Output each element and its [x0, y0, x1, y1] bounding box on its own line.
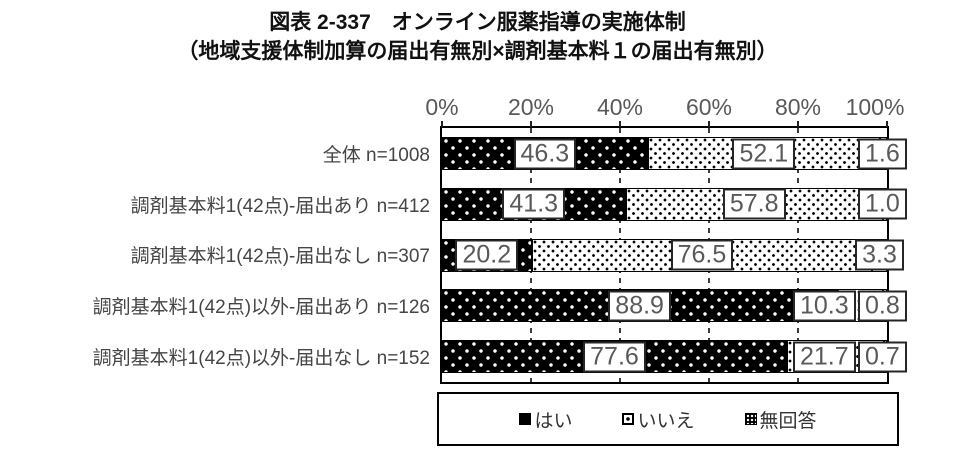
bar-row: 46.3 52.1 1.6: [442, 128, 907, 179]
value-label: 0.8: [858, 290, 907, 322]
legend-key-icon: [622, 413, 635, 425]
legend-item-いいえ: いいえ: [622, 406, 695, 433]
stacked-bar: 77.6 21.7 0.7: [442, 340, 907, 374]
value-label: 46.3: [513, 138, 577, 169]
value-label: 10.3: [793, 290, 856, 322]
bar-row: 77.6 21.7 0.7: [442, 331, 907, 382]
stacked-bar: 46.3 52.1 1.6: [442, 137, 907, 170]
x-tick-label: 80%: [774, 94, 822, 120]
category-label: 調剤基本料1(42点)-届出あり n=412: [130, 195, 430, 217]
bar-row: 41.3 57.8 1.0: [442, 179, 907, 230]
plot-area: 46.3 52.1 1.6 41.3 57.8 1.0 20.2 76.5 3.3 88.9 10.…: [440, 126, 907, 384]
value-label: 20.2: [455, 239, 519, 271]
legend-label: はい: [534, 410, 573, 432]
legend: はい いいえ 無回答: [437, 392, 899, 446]
value-label: 41.3: [502, 188, 566, 220]
value-label: 57.8: [722, 188, 786, 220]
stacked-bar: 41.3 57.8 1.0: [442, 187, 907, 221]
chart-title: 図表 2-337 オンライン服薬指導の実施体制 （地域支援体制加算の届出有無別×…: [0, 8, 955, 66]
chart-title-line1: 図表 2-337 オンライン服薬指導の実施体制: [269, 11, 686, 34]
chart-title-line2: （地域支援体制加算の届出有無別×調剤基本料１の届出有無別）: [177, 40, 778, 63]
category-label: 調剤基本料1(42点)以外-届出あり n=126: [92, 297, 430, 319]
x-tick-label: 20%: [507, 94, 555, 120]
x-tick-label: 60%: [685, 94, 733, 120]
value-label: 0.7: [858, 341, 907, 373]
category-label: 調剤基本料1(42点)-届出なし n=307: [130, 246, 430, 268]
x-tick-label: 40%: [596, 94, 644, 120]
x-tick-mark: [886, 121, 888, 127]
value-label: 3.3: [855, 239, 904, 271]
value-label: 1.0: [858, 188, 907, 220]
value-label: 76.5: [670, 239, 734, 271]
legend-item-無回答: 無回答: [744, 406, 817, 433]
legend-item-はい: はい: [519, 406, 572, 433]
x-tick-mark: [797, 121, 799, 127]
legend-label: いいえ: [637, 410, 695, 432]
value-label: 77.6: [583, 341, 646, 373]
value-label: 21.7: [793, 341, 856, 373]
x-tick-label: 100%: [845, 94, 905, 120]
legend-label: 無回答: [759, 410, 817, 432]
value-label: 88.9: [608, 290, 671, 322]
x-tick-mark: [619, 121, 621, 127]
category-label: 調剤基本料1(42点)以外-届出なし n=152: [92, 348, 430, 370]
value-label: 52.1: [732, 138, 796, 169]
value-label: 1.6: [858, 138, 907, 169]
category-label: 全体 n=1008: [322, 144, 430, 166]
x-tick-mark: [708, 121, 710, 127]
bar-row: 88.9 10.3 0.8: [442, 280, 907, 331]
bar-row: 20.2 76.5 3.3: [442, 230, 904, 281]
x-tick-label: 0%: [425, 94, 459, 120]
legend-key-icon: [519, 413, 532, 425]
stacked-bar: 20.2 76.5 3.3: [442, 238, 904, 272]
stacked-bar: 88.9 10.3 0.8: [442, 289, 907, 323]
x-tick-mark: [530, 121, 532, 127]
legend-key-icon: [744, 413, 757, 425]
x-tick-mark: [441, 121, 443, 127]
